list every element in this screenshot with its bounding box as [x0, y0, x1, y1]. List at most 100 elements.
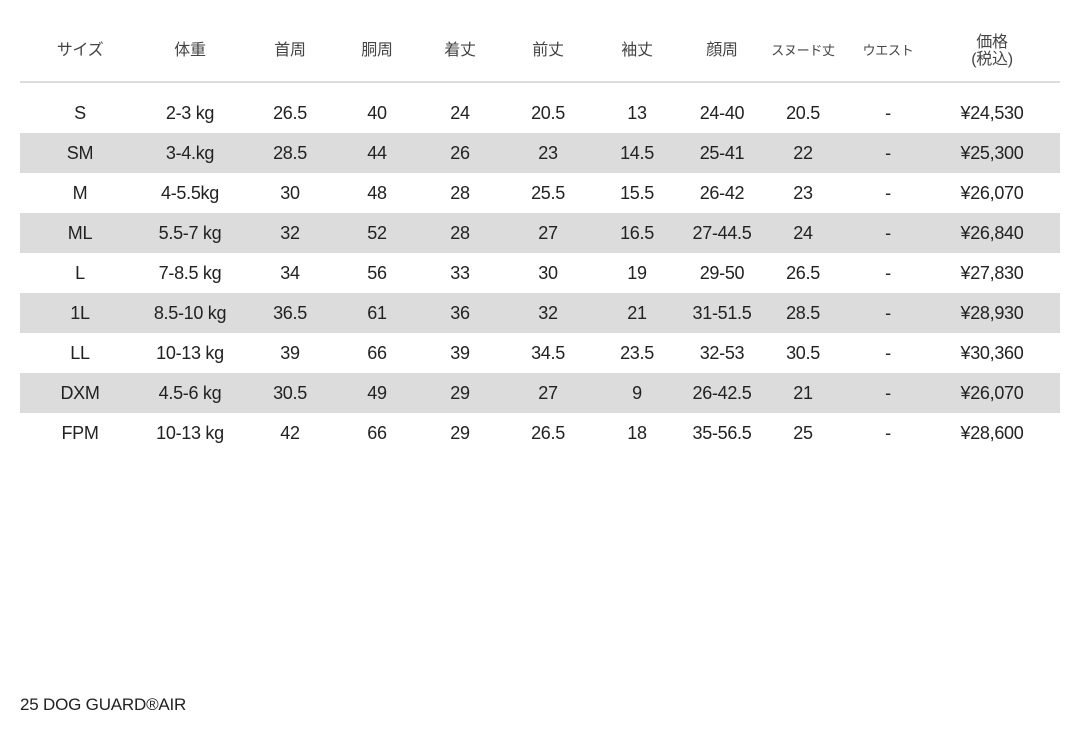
cell-snood-length: 24 — [793, 222, 813, 243]
cell-chest: 44 — [367, 142, 387, 163]
cell-waist: - — [885, 302, 891, 323]
cell-waist: - — [885, 222, 891, 243]
cell-front-length: 25.5 — [531, 182, 565, 203]
cell-front-length: 32 — [538, 302, 558, 323]
cell-size: L — [75, 262, 85, 283]
cell-price: ¥26,840 — [960, 222, 1024, 243]
cell-sleeve: 21 — [627, 302, 647, 323]
header-length: 着丈 — [444, 42, 476, 59]
cell-face: 24-40 — [699, 102, 745, 123]
header-snood-length: スヌード丈 — [771, 43, 835, 58]
header-waist: ウエスト — [862, 43, 914, 58]
cell-chest: 66 — [367, 342, 387, 363]
cell-sleeve: 14.5 — [620, 142, 654, 163]
table-row: FPM 10-13 kg 42 66 29 26.5 18 35-56.5 25 - ¥28,600 — [20, 413, 1060, 453]
header-price-line1: 価格 — [976, 33, 1008, 51]
table-row: M 4-5.5kg 30 48 28 25.5 15.5 26-42 23 - ¥26,070 — [20, 173, 1060, 213]
cell-size: ML — [67, 222, 93, 243]
cell-length: 33 — [450, 262, 470, 283]
cell-waist: - — [885, 102, 891, 123]
table-row: 1L 8.5-10 kg 36.5 61 36 32 21 31-51.5 28.5 - ¥28,9… — [20, 293, 1060, 333]
cell-face: 31-51.5 — [692, 302, 752, 323]
cell-sleeve: 18 — [627, 422, 647, 443]
cell-neck: 42 — [280, 422, 300, 443]
cell-front-length: 26.5 — [531, 422, 565, 443]
cell-size: S — [74, 102, 86, 123]
cell-front-length: 30 — [538, 262, 558, 283]
cell-snood-length: 28.5 — [786, 302, 820, 323]
cell-snood-length: 26.5 — [786, 262, 820, 283]
cell-front-length: 27 — [538, 222, 558, 243]
cell-front-length: 20.5 — [531, 102, 565, 123]
cell-neck: 30.5 — [273, 382, 307, 403]
cell-chest: 61 — [367, 302, 387, 323]
table-row: S 2-3 kg 26.5 40 24 20.5 13 24-40 20.5 - ¥24,530 — [20, 93, 1060, 133]
cell-weight: 4-5.5kg — [161, 182, 219, 203]
cell-price: ¥27,830 — [960, 262, 1024, 283]
table-row: L 7-8.5 kg 34 56 33 30 19 29-50 26.5 - ¥27,830 — [20, 253, 1060, 293]
cell-length: 28 — [450, 182, 470, 203]
cell-waist: - — [885, 262, 891, 283]
cell-sleeve: 16.5 — [620, 222, 654, 243]
cell-neck: 26.5 — [273, 102, 307, 123]
cell-price: ¥26,070 — [960, 182, 1024, 203]
cell-front-length: 27 — [538, 382, 558, 403]
cell-length: 39 — [450, 342, 470, 363]
header-sleeve: 袖丈 — [621, 42, 653, 59]
cell-snood-length: 21 — [793, 382, 813, 403]
cell-face: 25-41 — [699, 142, 745, 163]
cell-waist: - — [885, 182, 891, 203]
cell-neck: 34 — [280, 262, 300, 283]
cell-neck: 30 — [280, 182, 300, 203]
cell-chest: 49 — [367, 382, 387, 403]
cell-neck: 28.5 — [273, 142, 307, 163]
cell-chest: 52 — [367, 222, 387, 243]
cell-front-length: 34.5 — [531, 342, 565, 363]
cell-waist: - — [885, 382, 891, 403]
cell-price: ¥30,360 — [960, 342, 1024, 363]
cell-weight: 8.5-10 kg — [153, 302, 227, 323]
cell-neck: 32 — [280, 222, 300, 243]
cell-sleeve: 9 — [632, 382, 642, 403]
cell-chest: 56 — [367, 262, 387, 283]
table-row: ML 5.5-7 kg 32 52 28 27 16.5 27-44.5 24 - ¥26,840 — [20, 213, 1060, 253]
cell-snood-length: 20.5 — [786, 102, 820, 123]
cell-sleeve: 15.5 — [620, 182, 654, 203]
header-price-line2: (税込) — [971, 50, 1013, 68]
cell-length: 29 — [450, 422, 470, 443]
cell-weight: 3-4.kg — [165, 142, 215, 163]
cell-size: DXM — [60, 382, 100, 403]
cell-waist: - — [885, 422, 891, 443]
cell-weight: 2-3 kg — [165, 102, 215, 123]
size-table: サイズ 体重 首周 胴周 着丈 前丈 袖丈 顔周 スヌード丈 ウエスト 価格 (税込) S 2-3 kg… — [20, 20, 1060, 453]
cell-length: 26 — [450, 142, 470, 163]
cell-chest: 48 — [367, 182, 387, 203]
cell-front-length: 23 — [538, 142, 558, 163]
cell-face: 26-42.5 — [692, 382, 752, 403]
cell-neck: 39 — [280, 342, 300, 363]
cell-length: 36 — [450, 302, 470, 323]
cell-face: 32-53 — [699, 342, 745, 363]
product-name: 25 DOG GUARD®AIR — [20, 695, 187, 714]
table-row: SM 3-4.kg 28.5 44 26 23 14.5 25-41 22 - ¥25,300 — [20, 133, 1060, 173]
cell-size: LL — [70, 342, 90, 363]
header-neck: 首周 — [274, 42, 306, 59]
cell-waist: - — [885, 342, 891, 363]
cell-sleeve: 19 — [627, 262, 647, 283]
cell-size: FPM — [61, 422, 99, 443]
cell-snood-length: 25 — [793, 422, 813, 443]
cell-price: ¥26,070 — [960, 382, 1024, 403]
cell-weight: 5.5-7 kg — [158, 222, 222, 243]
cell-weight: 10-13 kg — [156, 342, 224, 363]
cell-price: ¥28,930 — [960, 302, 1024, 323]
cell-size: 1L — [70, 302, 90, 323]
cell-length: 29 — [450, 382, 470, 403]
cell-size: SM — [66, 142, 94, 163]
cell-waist: - — [885, 142, 891, 163]
cell-price: ¥28,600 — [960, 422, 1024, 443]
cell-face: 26-42 — [699, 182, 745, 203]
cell-sleeve: 13 — [627, 102, 647, 123]
cell-chest: 66 — [367, 422, 387, 443]
cell-price: ¥25,300 — [960, 142, 1024, 163]
cell-chest: 40 — [367, 102, 387, 123]
